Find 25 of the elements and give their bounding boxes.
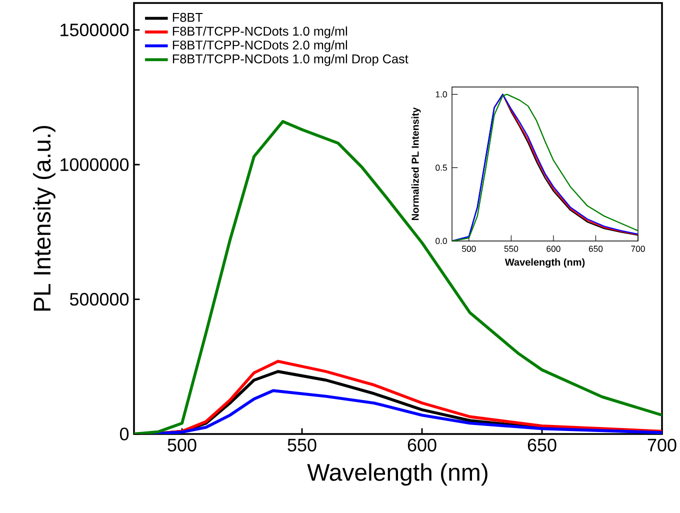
x-tick-label: 500 — [168, 438, 196, 452]
x-tick-label: 700 — [631, 246, 645, 252]
x-tick-label: 550 — [504, 246, 518, 252]
y-tick-label: 1500000 — [60, 24, 129, 36]
x-tick-label: 650 — [588, 246, 603, 252]
y-tick-label: 0.0 — [436, 238, 447, 244]
x-axis-title: Wavelength (nm) — [307, 463, 488, 486]
y-tick-label: 500000 — [70, 292, 129, 306]
y-tick-label: 1.0 — [436, 91, 447, 98]
x-tick-label: 600 — [408, 438, 436, 452]
y-tick-label: 0.5 — [436, 164, 447, 171]
x-tick-label: 600 — [546, 246, 560, 252]
y-tick-label: 0 — [120, 428, 129, 440]
legend-label: F8BT/TCPP-NCDots 2.0 mg/ml — [172, 40, 348, 52]
y-tick-label: 1000000 — [60, 158, 129, 171]
x-tick-label: 650 — [528, 438, 556, 452]
x-axis-title: Wavelength (nm) — [504, 258, 585, 268]
y-axis-title: PL Intensity (a.u.) — [33, 126, 56, 311]
x-tick-label: 500 — [462, 246, 476, 252]
legend-label: F8BT — [172, 12, 203, 22]
x-tick-label: 700 — [648, 438, 676, 452]
legend-label: F8BT/TCPP-NCDots 1.0 mg/ml Drop Cast — [172, 54, 408, 66]
legend-label: F8BT/TCPP-NCDots 1.0 mg/ml — [172, 26, 348, 38]
x-tick-label: 550 — [288, 438, 316, 452]
y-axis-title: Normalized PL Intensity — [411, 107, 421, 220]
